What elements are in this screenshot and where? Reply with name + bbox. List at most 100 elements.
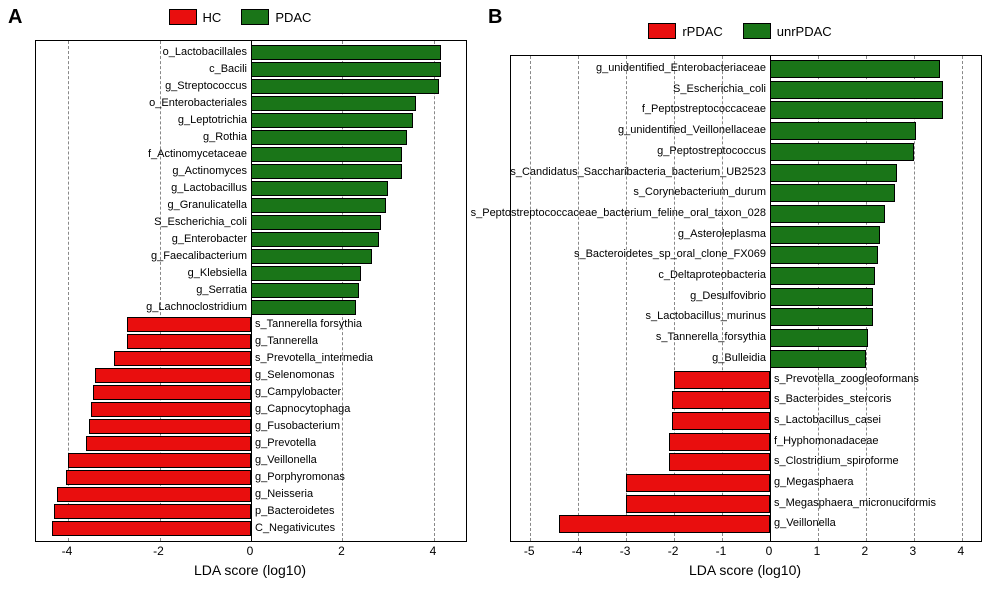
bar-label: s_Candidatus_Saccharibacteria_bacterium_… bbox=[510, 166, 766, 178]
bar-label: C_Negativicutes bbox=[255, 522, 335, 534]
axis-tick: -2 bbox=[153, 544, 164, 558]
bar bbox=[251, 164, 402, 179]
gridline bbox=[962, 56, 963, 541]
bar-label: p_Bacteroidetes bbox=[255, 505, 335, 517]
bar bbox=[674, 371, 770, 389]
axis-tick: -1 bbox=[716, 544, 727, 558]
bar-label: g_Enterobacter bbox=[172, 233, 247, 245]
bar bbox=[770, 288, 873, 306]
axis-tick: -2 bbox=[668, 544, 679, 558]
axis-tick: -3 bbox=[620, 544, 631, 558]
bar-label: g_Prevotella bbox=[255, 437, 316, 449]
bar-label: g_Actinomyces bbox=[172, 165, 247, 177]
bar-label: f_Actinomycetaceae bbox=[148, 148, 247, 160]
bar-label: g_Serratia bbox=[196, 284, 247, 296]
panel-A: A HCPDAC o_Lactobacillalesc_Bacilig_Stre… bbox=[0, 0, 480, 590]
bar-label: g_Veillonella bbox=[774, 517, 836, 529]
axis-tick: 2 bbox=[862, 544, 869, 558]
bar bbox=[672, 412, 770, 430]
bar bbox=[672, 391, 770, 409]
bar bbox=[669, 453, 770, 471]
axis-tick: -4 bbox=[62, 544, 73, 558]
bar-label: s_Tannerella forsythia bbox=[255, 318, 362, 330]
legend-label: unrPDAC bbox=[777, 24, 832, 39]
bar-label: f_Hyphomonadaceae bbox=[774, 435, 879, 447]
gridline bbox=[530, 56, 531, 541]
bar-label: s_Lactobacillus_murinus bbox=[646, 310, 766, 322]
bar bbox=[89, 419, 251, 434]
bar-label: g_Desulfovibrio bbox=[690, 290, 766, 302]
bar-label: s_Prevotella_zoogleoformans bbox=[774, 373, 919, 385]
bar bbox=[626, 495, 770, 513]
bar bbox=[251, 198, 386, 213]
bar-label: g_Neisseria bbox=[255, 488, 313, 500]
bar-label: s_Peptostreptococcaceae_bacterium_feline… bbox=[471, 207, 766, 219]
bar-label: g_Faecalibacterium bbox=[151, 250, 247, 262]
bar-label: g_Capnocytophaga bbox=[255, 403, 350, 415]
bar-label: s_Tannerella_forsythia bbox=[656, 331, 766, 343]
bar bbox=[54, 504, 251, 519]
bar-label: g_Tannerella bbox=[255, 335, 318, 347]
panel-B: B rPDACunrPDAC g_unidentified_Enterobact… bbox=[480, 0, 1000, 590]
bar-label: f_Peptostreptococcaceae bbox=[642, 103, 766, 115]
bar bbox=[127, 317, 251, 332]
gridline bbox=[578, 56, 579, 541]
bar bbox=[770, 60, 940, 78]
axis-tick: 4 bbox=[430, 544, 437, 558]
bar-label: g_unidentified_Veillonellaceae bbox=[618, 124, 766, 136]
bar bbox=[770, 246, 878, 264]
bar-label: c_Deltaproteobacteria bbox=[658, 269, 766, 281]
legend-item: PDAC bbox=[241, 9, 311, 25]
bar bbox=[251, 249, 372, 264]
bar-label: s_Clostridium_spiroforme bbox=[774, 455, 899, 467]
bar-label: g_Selenomonas bbox=[255, 369, 335, 381]
bar bbox=[770, 267, 876, 285]
bar bbox=[251, 113, 413, 128]
bar-label: o_Lactobacillales bbox=[163, 46, 247, 58]
bar bbox=[770, 308, 873, 326]
bar bbox=[127, 334, 251, 349]
bar bbox=[770, 164, 897, 182]
bar-label: s_Corynebacterium_durum bbox=[633, 186, 766, 198]
bar bbox=[251, 147, 402, 162]
bar-label: g_Rothia bbox=[203, 131, 247, 143]
axis-tick: -4 bbox=[572, 544, 583, 558]
bar bbox=[251, 266, 361, 281]
bar bbox=[669, 433, 770, 451]
plot-B: g_unidentified_EnterobacteriaceaeS_Esche… bbox=[510, 55, 982, 542]
bar bbox=[93, 385, 251, 400]
bar bbox=[251, 300, 356, 315]
bar-label: g_Megasphaera bbox=[774, 476, 854, 488]
bar-label: g_Bulleidia bbox=[712, 352, 766, 364]
legend-swatch bbox=[648, 23, 676, 39]
bar bbox=[770, 184, 895, 202]
bar-label: g_Porphyromonas bbox=[255, 471, 345, 483]
legend-label: PDAC bbox=[275, 10, 311, 25]
bar-label: g_Granulicatella bbox=[168, 199, 248, 211]
bar bbox=[559, 515, 770, 533]
axis-tick: -5 bbox=[524, 544, 535, 558]
bar bbox=[251, 181, 388, 196]
bar bbox=[770, 329, 868, 347]
bar-label: s_Lactobacillus_casei bbox=[774, 414, 881, 426]
bar bbox=[770, 143, 914, 161]
bar-label: g_Campylobacter bbox=[255, 386, 341, 398]
bar bbox=[626, 474, 770, 492]
legend-label: rPDAC bbox=[682, 24, 722, 39]
bar bbox=[251, 232, 379, 247]
bar-label: g_Asteroleplasma bbox=[678, 228, 766, 240]
bar-label: s_Bacteroides_stercoris bbox=[774, 393, 891, 405]
axis-tick: 0 bbox=[766, 544, 773, 558]
plot-A: o_Lactobacillalesc_Bacilig_Streptococcus… bbox=[35, 40, 467, 542]
bar bbox=[251, 283, 359, 298]
bar-label: g_Fusobacterium bbox=[255, 420, 340, 432]
axis-tick: 0 bbox=[247, 544, 254, 558]
bar bbox=[52, 521, 251, 536]
legend-item: HC bbox=[169, 9, 222, 25]
bar-label: c_Bacili bbox=[209, 63, 247, 75]
bar bbox=[95, 368, 251, 383]
bar bbox=[86, 436, 251, 451]
bar bbox=[770, 101, 943, 119]
xlabel-B: LDA score (log10) bbox=[510, 562, 980, 578]
legend-label: HC bbox=[203, 10, 222, 25]
